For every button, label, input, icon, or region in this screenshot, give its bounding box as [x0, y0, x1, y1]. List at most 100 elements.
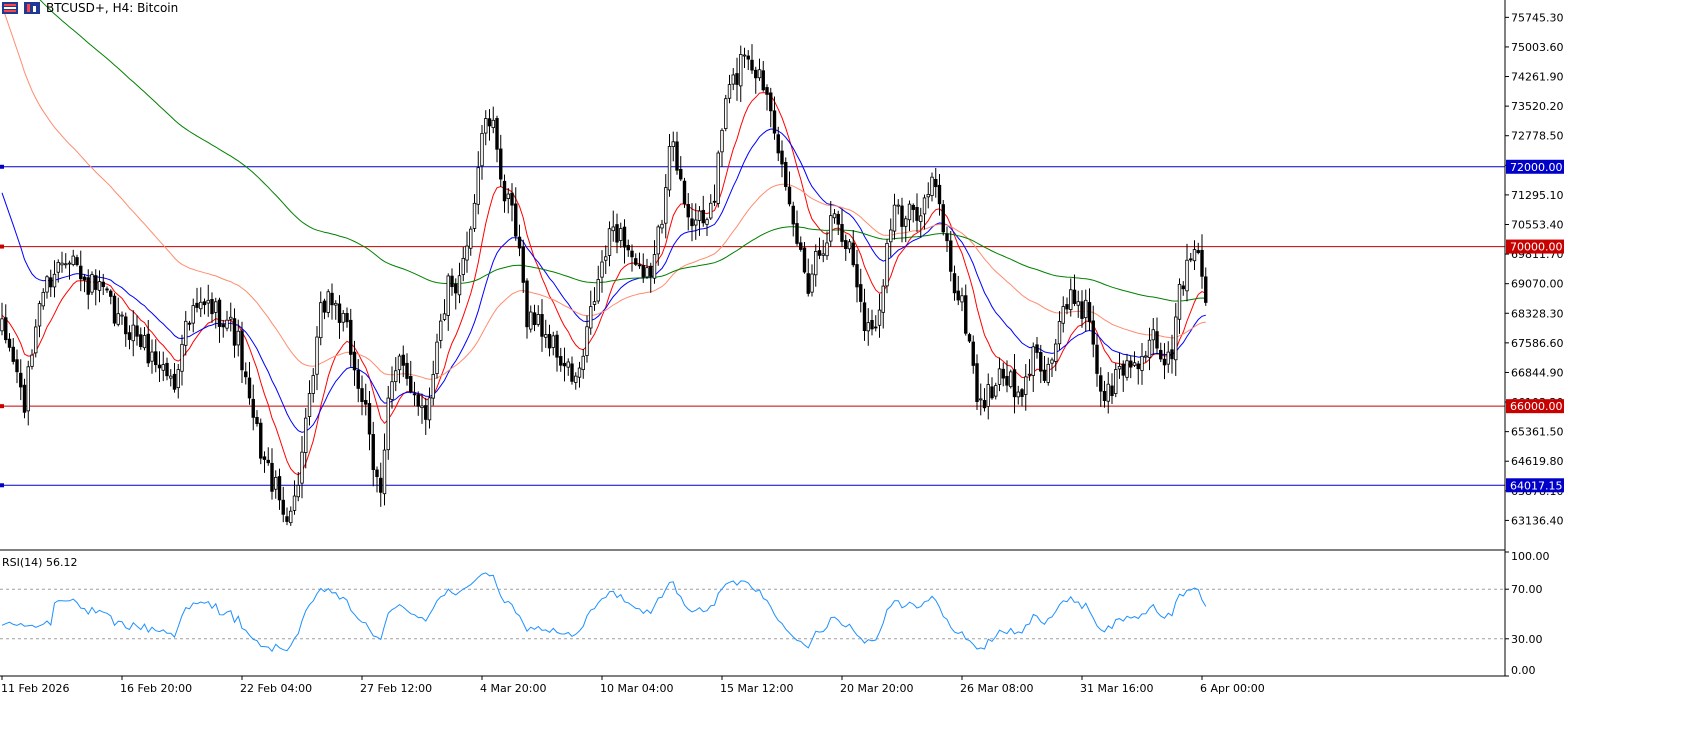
candle: [731, 68, 735, 91]
candle-body: [240, 330, 244, 371]
candle-body: [450, 275, 454, 288]
candle-body: [506, 193, 510, 199]
candle-body: [45, 276, 49, 293]
candle: [982, 388, 987, 412]
candle-body: [604, 256, 608, 261]
candle-body: [311, 375, 315, 394]
candle-body: [724, 98, 728, 129]
candle-body: [615, 224, 619, 243]
candle: [1166, 341, 1170, 373]
candle-body: [251, 398, 255, 418]
candle-body: [1159, 349, 1163, 360]
candle-body: [270, 462, 274, 492]
candle: [701, 195, 705, 227]
candle-body: [0, 318, 4, 332]
candle: [176, 363, 180, 399]
candle: [1125, 353, 1129, 381]
candle: [949, 231, 953, 282]
candle: [814, 244, 818, 287]
candle: [634, 253, 638, 267]
candle-body: [874, 326, 878, 329]
candle: [337, 295, 342, 339]
candle-body: [214, 301, 218, 313]
candle: [319, 291, 323, 346]
candle: [585, 315, 589, 363]
candle: [825, 231, 829, 260]
candle-body: [664, 187, 668, 224]
candle: [1129, 355, 1133, 379]
candle: [787, 171, 792, 207]
candle: [1181, 281, 1185, 296]
candle: [941, 200, 945, 236]
candle-body: [641, 265, 645, 278]
candle: [480, 125, 484, 180]
candle: [570, 356, 574, 385]
candle-body: [896, 204, 900, 207]
candle-body: [1031, 346, 1035, 376]
candle: [1031, 342, 1035, 393]
candle: [660, 219, 664, 234]
candle: [1065, 297, 1069, 315]
chart-type-icon[interactable]: [24, 2, 40, 14]
candle: [416, 391, 420, 416]
candle-body: [375, 469, 379, 478]
candle: [791, 201, 795, 237]
candle: [502, 174, 507, 213]
candle-body: [439, 320, 443, 341]
candle-body: [195, 302, 199, 308]
price-tick-label: 71295.10: [1511, 189, 1564, 202]
candle-body: [1162, 358, 1167, 366]
candle-body: [30, 354, 34, 367]
candle-body: [656, 226, 660, 255]
candle-body: [1091, 320, 1095, 345]
candle: [311, 368, 315, 403]
candle-body: [330, 292, 334, 306]
candle-body: [161, 364, 165, 371]
candle-body: [574, 375, 578, 383]
price-tick-label: 75745.30: [1511, 11, 1564, 24]
candle-body: [274, 477, 278, 490]
candle-body: [1189, 258, 1193, 261]
candle: [217, 297, 222, 343]
candle: [892, 193, 897, 240]
candle: [885, 239, 889, 294]
candle-body: [1076, 301, 1080, 306]
candle-body: [1151, 329, 1155, 341]
candle: [686, 193, 690, 231]
candle: [341, 310, 345, 332]
candle: [457, 262, 462, 304]
candle: [994, 382, 998, 400]
candle: [1177, 278, 1182, 334]
candle-body: [1192, 249, 1197, 262]
candle: [675, 131, 679, 175]
candle-body: [142, 335, 147, 349]
candle: [56, 259, 60, 283]
candle-body: [589, 306, 593, 329]
candle-body: [232, 318, 237, 346]
chart-menu-icon[interactable]: [2, 2, 18, 14]
candle-body: [795, 223, 799, 244]
candle: [607, 221, 612, 267]
price-tick-label: 68328.30: [1511, 307, 1564, 320]
candle: [82, 274, 87, 293]
candle: [907, 200, 912, 232]
candle-body: [596, 279, 600, 302]
candle-body: [986, 384, 990, 407]
candle: [1144, 350, 1148, 363]
ema-line-26: [1, 128, 1206, 433]
candle: [150, 339, 154, 374]
candle-body: [210, 299, 214, 315]
price-tick-label: 74261.90: [1511, 71, 1564, 84]
candle: [532, 304, 537, 332]
candle-body: [1050, 359, 1054, 364]
candle: [836, 210, 840, 236]
candle-body: [540, 314, 544, 337]
candle-body: [780, 150, 784, 165]
candle: [285, 507, 289, 526]
candle: [142, 326, 147, 351]
candle: [232, 308, 237, 358]
candle: [1016, 385, 1020, 405]
time-tick-label: 20 Mar 20:00: [840, 682, 913, 695]
